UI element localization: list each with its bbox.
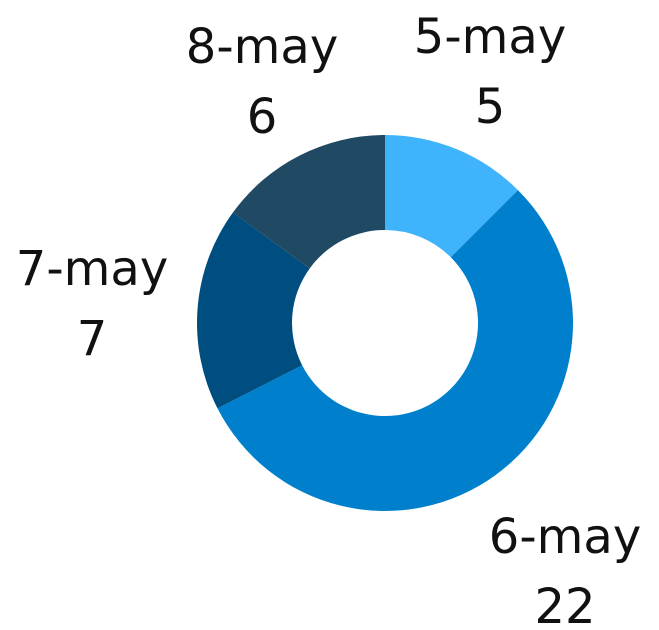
slice-category-label: 8-may xyxy=(186,19,338,75)
slice-value-label: 5 xyxy=(475,79,506,135)
slice-value-label: 7 xyxy=(77,311,108,367)
slice-category-label: 6-may xyxy=(489,509,641,565)
donut-slice xyxy=(217,190,573,511)
slice-value-label: 6 xyxy=(247,89,278,145)
donut-slice xyxy=(196,212,310,409)
donut-slice xyxy=(385,135,518,258)
slice-category-label: 7-may xyxy=(16,241,168,297)
slice-category-label: 5-may xyxy=(414,9,566,65)
slice-value-label: 22 xyxy=(534,579,595,630)
donut-slice xyxy=(232,135,385,269)
